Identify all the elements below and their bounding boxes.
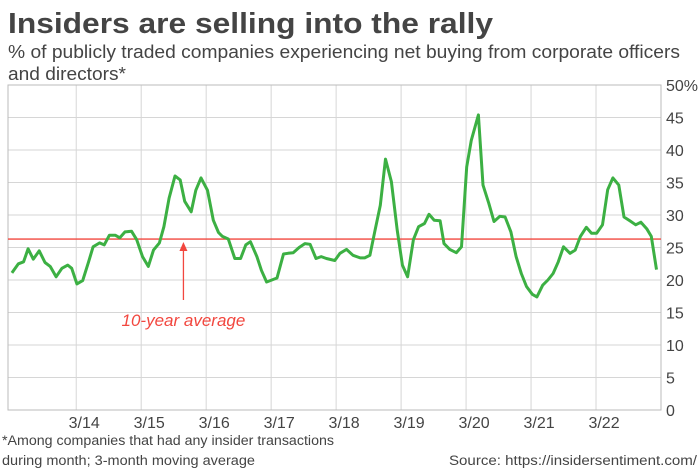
y-tick-label: 0 bbox=[666, 403, 675, 420]
x-axis-ticks: 3/14 3/15 3/16 3/17 3/18 3/19 3/20 3/21 3/22 bbox=[69, 415, 620, 432]
series-group bbox=[10, 113, 658, 299]
y-tick-label: 20 bbox=[666, 273, 684, 290]
series-line bbox=[10, 113, 658, 299]
x-tick-label: 3/20 bbox=[459, 415, 490, 432]
chart-subtitle-line-2: and directors* bbox=[8, 64, 126, 84]
x-tick-label: 3/22 bbox=[588, 415, 619, 432]
y-tick-label: 50% bbox=[666, 78, 698, 95]
y-axis-ticks: 0 5 10 15 20 25 30 35 40 45 50% bbox=[666, 78, 698, 420]
chart-title: Insiders are selling into the rally bbox=[8, 8, 493, 40]
grid bbox=[7, 84, 662, 411]
y-tick-label: 15 bbox=[666, 306, 684, 323]
y-tick-label: 40 bbox=[666, 143, 684, 160]
footnote-line-2: during month; 3-month moving average bbox=[2, 453, 255, 468]
plot-frame bbox=[7, 84, 662, 411]
x-tick-label: 3/18 bbox=[329, 415, 360, 432]
y-tick-label: 10 bbox=[666, 338, 684, 355]
source-note: Source: https://insidersentiment.com/ bbox=[449, 453, 697, 468]
y-tick-label: 25 bbox=[666, 241, 684, 258]
footnote-line-1: *Among companies that had any insider tr… bbox=[2, 433, 334, 448]
ten-year-average-label: 10-year average bbox=[122, 311, 246, 330]
chart-subtitle-line-1: % of publicly traded companies experienc… bbox=[8, 42, 680, 62]
y-tick-label: 5 bbox=[666, 371, 675, 388]
average-arrow-head-icon bbox=[179, 242, 188, 252]
y-tick-label: 35 bbox=[666, 176, 684, 193]
x-tick-label: 3/21 bbox=[523, 415, 554, 432]
x-tick-label: 3/17 bbox=[264, 415, 295, 432]
x-tick-label: 3/14 bbox=[69, 415, 100, 432]
x-tick-label: 3/16 bbox=[199, 415, 230, 432]
reference-line-group: 10-year average bbox=[8, 238, 661, 330]
x-tick-label: 3/15 bbox=[134, 415, 165, 432]
x-tick-label: 3/19 bbox=[394, 415, 425, 432]
y-tick-label: 45 bbox=[666, 111, 684, 128]
y-tick-label: 30 bbox=[666, 208, 684, 225]
